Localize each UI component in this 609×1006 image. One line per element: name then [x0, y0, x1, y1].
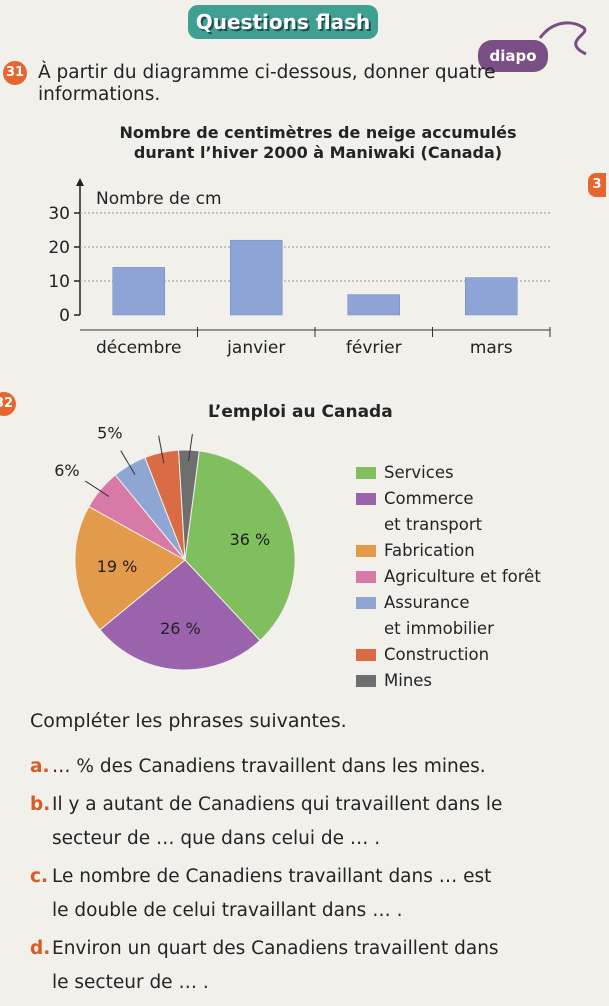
x-tick-label: mars	[470, 338, 513, 358]
slice-label: 5%	[97, 425, 122, 442]
item-text: … % des Canadiens travaillent dans les m…	[52, 756, 486, 777]
slice-label: 6%	[54, 461, 79, 480]
legend-item: Assurance et immobilier	[356, 590, 596, 642]
slice-services	[184, 450, 296, 642]
item-letter: d.	[30, 938, 51, 959]
questions-flash-header: Questions flash	[188, 5, 378, 39]
bar-décembre	[112, 267, 165, 316]
item-letter: b.	[30, 794, 51, 815]
legend-label: Commerce	[384, 489, 474, 508]
item-text-continued: le secteur de … .	[52, 972, 209, 993]
exercise-item-c: c. Le nombre de Canadiens travaillant da…	[30, 860, 600, 928]
bar-mars	[465, 277, 518, 316]
y-tick-label: 20	[48, 238, 70, 258]
exercise-list: a. … % des Canadiens travaillent dans le…	[30, 750, 600, 1004]
legend-item: Construction	[356, 642, 596, 668]
employment-pie-chart: 36 %26 %19 %6%5%5%3%	[54, 425, 296, 671]
question-31-prompt: À partir du diagramme ci-dessous, donner…	[38, 62, 496, 105]
bar-février	[347, 294, 400, 316]
item-letter: c.	[30, 866, 48, 887]
item-text-continued: le double de celui travaillant dans … .	[52, 900, 403, 921]
bar-chart-title-line2: durant l’hiver 2000 à Maniwaki (Canada)	[133, 143, 503, 162]
slice-fabrication	[74, 505, 186, 631]
legend-item: Commerce et transport	[356, 486, 596, 538]
legend-swatch	[356, 545, 376, 557]
exercise-item-d: d. Environ un quart des Canadiens travai…	[30, 932, 600, 1000]
legend-item: Agriculture et forêt	[356, 564, 596, 590]
y-axis-label: Nombre de cm	[96, 189, 222, 209]
pie-legend: Services Commerce et transport Fabrication A…	[356, 460, 596, 694]
question-number-31: 31	[3, 61, 27, 85]
legend-label: Services	[384, 463, 454, 482]
question-number-32: 32	[0, 392, 16, 416]
legend-item: Services	[356, 460, 596, 486]
slice-leader-line	[158, 435, 165, 464]
mouse-icon	[538, 21, 587, 56]
item-letter: a.	[30, 756, 50, 777]
slice-label: 26 %	[160, 619, 201, 638]
legend-item: Mines	[356, 668, 596, 694]
legend-label: Agriculture et forêt	[384, 567, 541, 586]
legend-swatch	[356, 675, 376, 687]
instructions: Compléter les phrases suivantes.	[30, 710, 347, 732]
legend-swatch	[356, 597, 376, 609]
legend-label: Fabrication	[384, 541, 475, 560]
legend-swatch	[356, 571, 376, 583]
slice-leader-line	[85, 480, 110, 497]
bar-chart-title: Nombre de centimètres de neige accumulés…	[58, 123, 578, 163]
legend-swatch	[356, 467, 376, 479]
bar-janvier	[230, 239, 283, 316]
slice-leader-line	[120, 450, 136, 475]
y-tick-label: 30	[48, 204, 70, 224]
legend-label: Assurance	[384, 593, 470, 612]
exercise-item-a: a. … % des Canadiens travaillent dans le…	[30, 750, 600, 784]
legend-label: Mines	[384, 671, 433, 690]
x-tick-label: janvier	[226, 338, 285, 358]
y-tick-label: 10	[48, 272, 70, 292]
slice-leader-line	[188, 433, 193, 462]
x-tick-label: février	[346, 338, 402, 358]
item-text: Il y a autant de Canadiens qui travaille…	[52, 794, 503, 815]
snow-bar-chart: 0 10 20 30 Nombre de cm décembre janvier févrie…	[48, 178, 551, 358]
slice-commerce-et-transport	[99, 559, 261, 671]
slice-label: 36 %	[230, 530, 271, 549]
bar-chart-title-line1: Nombre de centimètres de neige accumulés	[119, 123, 517, 142]
slice-mines	[178, 449, 200, 561]
y-axis-arrow-icon	[76, 178, 84, 186]
slice-label: 19 %	[97, 557, 138, 576]
item-text-continued: secteur de … que dans celui de … .	[52, 828, 381, 849]
exercise-item-b: b. Il y a autant de Canadiens qui travai…	[30, 788, 600, 856]
y-tick-label: 0	[59, 306, 70, 326]
item-text: Environ un quart des Canadiens travaille…	[52, 938, 499, 959]
legend-label-continued: et transport	[384, 515, 483, 534]
legend-swatch	[356, 649, 376, 661]
side-question-number: 3	[588, 173, 606, 197]
legend-label: Construction	[384, 645, 490, 664]
legend-item: Fabrication	[356, 538, 596, 564]
diapo-badge[interactable]: diapo	[478, 40, 548, 72]
item-text: Le nombre de Canadiens travaillant dans …	[52, 866, 492, 887]
x-tick-label: décembre	[96, 338, 181, 358]
legend-label-continued: et immobilier	[384, 619, 494, 638]
legend-swatch	[356, 493, 376, 505]
pie-chart-title: L’emploi au Canada	[208, 402, 393, 422]
